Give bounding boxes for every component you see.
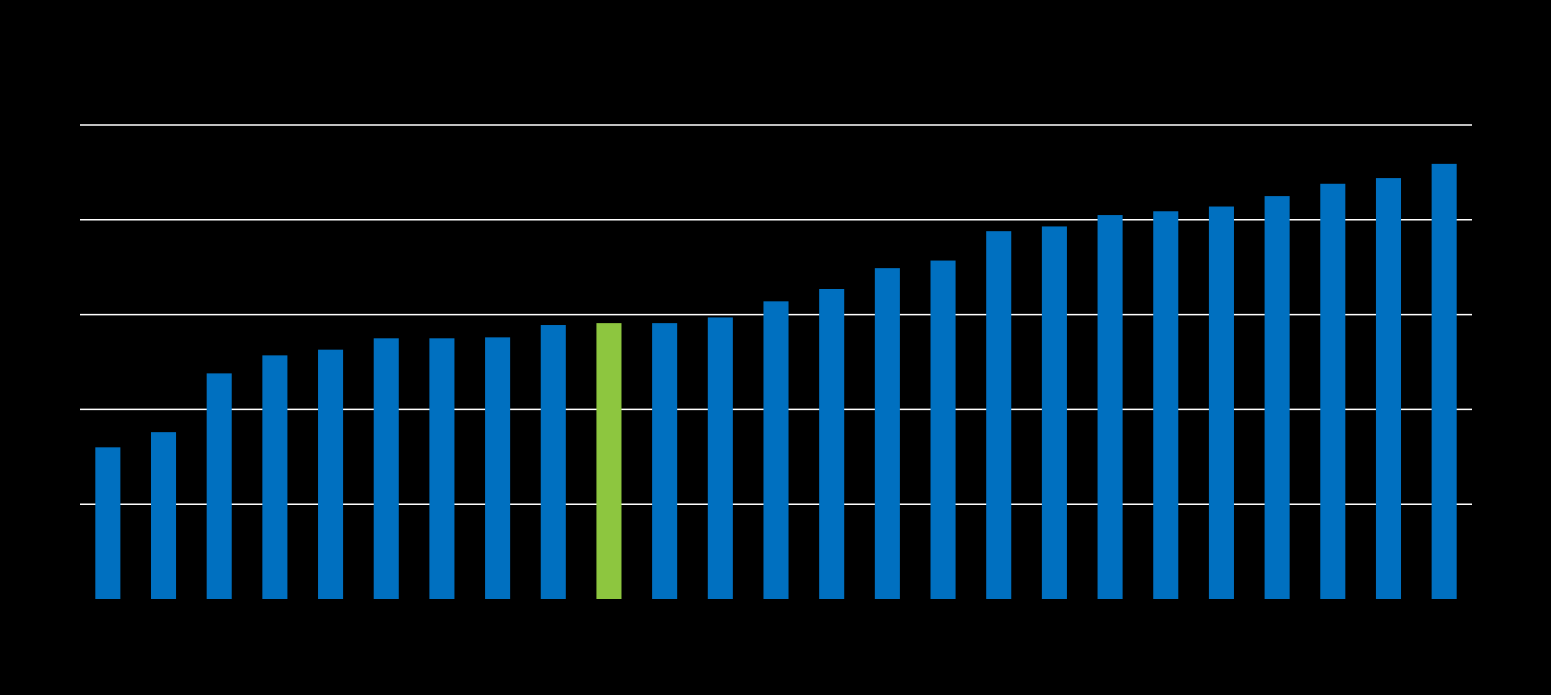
bar	[1264, 196, 1290, 599]
bar	[1320, 183, 1346, 599]
bar	[373, 338, 399, 599]
bar	[429, 338, 455, 599]
bar	[1153, 211, 1179, 599]
bar	[707, 317, 733, 599]
bar	[986, 231, 1012, 599]
bar	[1041, 226, 1067, 599]
bar	[652, 323, 678, 599]
bar	[206, 373, 232, 599]
bar	[1431, 163, 1457, 600]
bar	[930, 260, 956, 599]
bar	[150, 432, 177, 599]
bar	[540, 325, 566, 599]
bar	[318, 349, 344, 599]
bar	[1097, 215, 1123, 599]
bar	[262, 355, 288, 599]
bar	[874, 268, 900, 599]
bar	[763, 301, 789, 599]
bar	[596, 323, 622, 599]
bar	[1208, 206, 1234, 599]
bar	[1375, 178, 1402, 599]
bar	[485, 337, 511, 599]
bar	[819, 289, 845, 599]
bar	[95, 447, 121, 599]
